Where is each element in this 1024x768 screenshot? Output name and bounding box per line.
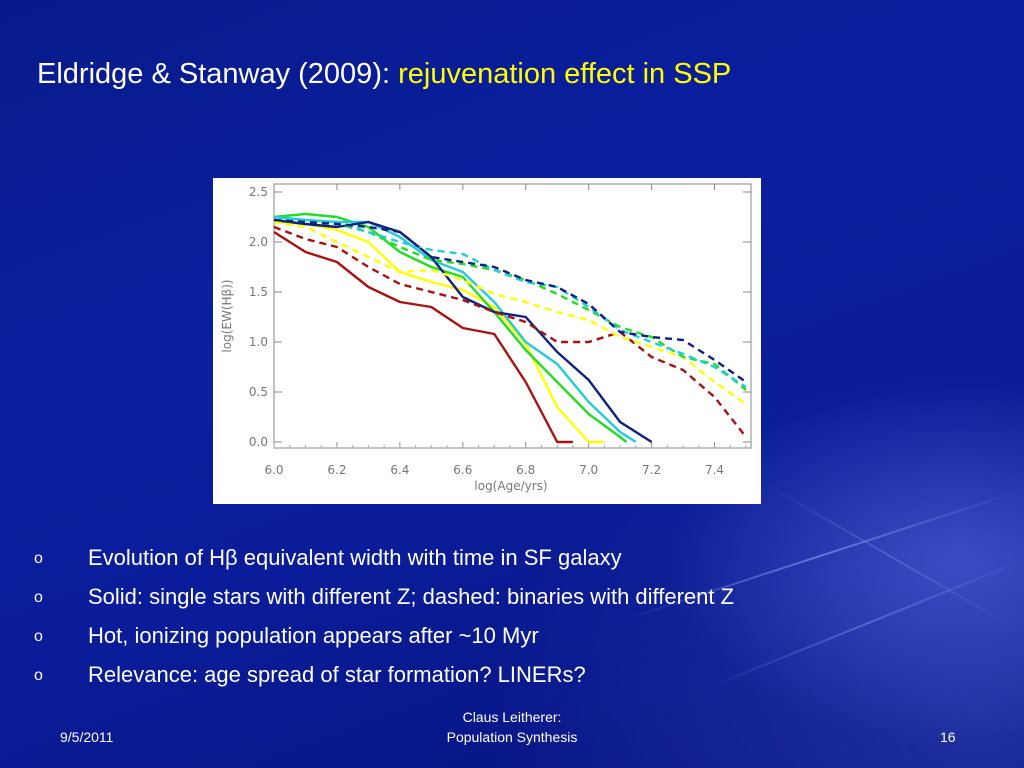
- y-axis-label: log(EW(Hβ)): [220, 279, 234, 352]
- tick-labels: 6.0 6.2 6.4 6.6 6.8 7.0 7.2 7.4 0.0 0.5 1.0 1.5 2.0 2…: [249, 185, 724, 477]
- x-tick-label: 7.0: [579, 463, 598, 477]
- bullet-text: Hot, ionizing population appears after ~…: [88, 623, 539, 648]
- x-axis-label: log(Age/yrs): [474, 479, 547, 493]
- x-tick-label: 6.0: [264, 463, 283, 477]
- bullet-text: Evolution of Hβ equivalent width with ti…: [88, 545, 622, 570]
- axis-ticks: [273, 184, 751, 448]
- y-tick-label: 1.0: [249, 335, 268, 349]
- x-tick-label: 6.8: [516, 463, 535, 477]
- x-tick-label: 6.6: [453, 463, 472, 477]
- single-series-line-0: [273, 230, 573, 444]
- footer-author: Claus Leitherer: Population Synthesis: [412, 707, 612, 747]
- single-series-line-2: [273, 212, 628, 443]
- bullet-marker: o: [34, 550, 43, 567]
- footer-date: 9/5/2011: [60, 729, 114, 745]
- slide-title-accent: rejuvenation effect in SSP: [398, 58, 732, 90]
- x-tick-label: 7.4: [705, 463, 724, 477]
- y-tick-label: 0.0: [249, 435, 268, 449]
- bullet-text: Solid: single stars with different Z; da…: [88, 584, 735, 609]
- plot-frame: [273, 183, 752, 449]
- y-tick-label: 1.5: [249, 285, 268, 299]
- binary-series-line-5: [273, 225, 747, 438]
- page-number: 16: [940, 729, 956, 745]
- y-tick-label: 2.5: [249, 185, 268, 199]
- single-series-line-1: [273, 220, 605, 444]
- series-lines: [273, 212, 747, 444]
- bullet-marker: o: [34, 589, 43, 606]
- chart-panel: 6.0 6.2 6.4 6.6 6.8 7.0 7.2 7.4 0.0 0.5 1.0 1.5 2.0 2…: [213, 178, 761, 504]
- x-tick-label: 6.2: [327, 463, 346, 477]
- single-series-line-4: [273, 218, 653, 444]
- slide-title: Eldridge & Stanway (2009): rejuvenation …: [37, 58, 731, 91]
- background-streak: [699, 555, 1024, 692]
- binary-series-line-6: [273, 220, 747, 405]
- x-tick-label: 6.4: [390, 463, 409, 477]
- line-chart: 6.0 6.2 6.4 6.6 6.8 7.0 7.2 7.4 0.0 0.5 1.0 1.5 2.0 2…: [220, 183, 752, 493]
- x-tick-label: 7.2: [642, 463, 661, 477]
- bullet-text: Relevance: age spread of star formation?…: [88, 662, 586, 687]
- y-tick-label: 0.5: [249, 385, 268, 399]
- y-tick-label: 2.0: [249, 235, 268, 249]
- footer-author-line1: Claus Leitherer:: [462, 709, 562, 725]
- binary-series-line-9: [273, 218, 747, 383]
- bullet-marker: o: [34, 667, 43, 684]
- footer-author-line2: Population Synthesis: [446, 729, 578, 745]
- bullet-marker: o: [34, 628, 43, 645]
- slide-title-main: Eldridge & Stanway (2009):: [37, 58, 399, 90]
- binary-series-line-8: [273, 215, 747, 389]
